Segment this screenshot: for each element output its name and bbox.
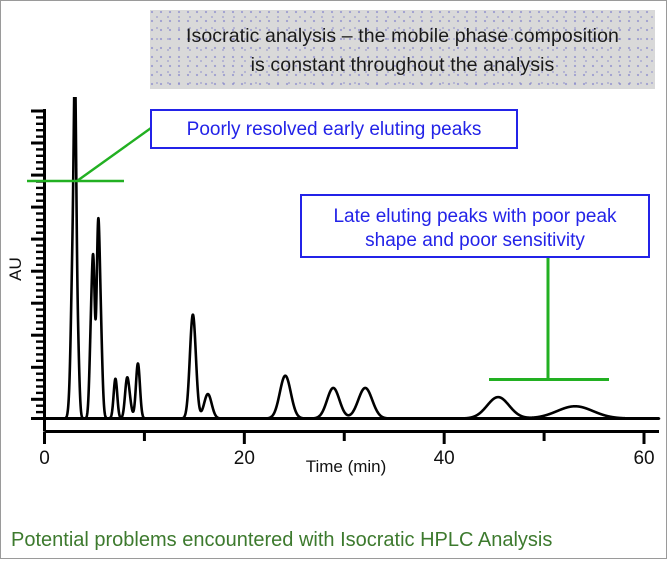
x-tick-label: 20 [234,448,255,469]
x-tick-label: 60 [633,448,654,469]
annotation-early-peaks[interactable]: Poorly resolved early eluting peaks [150,109,518,149]
y-axis-label: AU [6,257,25,281]
annotation-late-peaks[interactable]: Late eluting peaks with poor peak shape … [300,194,650,258]
x-axis-ticks [43,431,646,444]
chromatogram-svg: AU 0 20 40 60 Time (min) [6,97,661,476]
annotation-late-line1: Late eluting peaks with poor peak [333,206,617,227]
annotation-late-line2: shape and poor sensitivity [365,230,585,251]
chromatogram-plot: AU 0 20 40 60 Time (min) [1,97,668,501]
x-tick-label: 40 [434,448,455,469]
x-axis-tick-labels: 0 20 40 60 [39,448,654,469]
banner-title-line1: Isocratic analysis – the mobile phase co… [185,25,620,47]
banner-title: Isocratic analysis – the mobile phase co… [150,10,655,80]
x-axis-label: Time (min) [306,457,387,476]
figure-caption: Potential problems encountered with Isoc… [11,529,553,551]
pointer-late [489,258,609,381]
title-banner: Isocratic analysis – the mobile phase co… [150,10,655,89]
pointer-early-diagonal [76,127,152,182]
axes-group: AU 0 20 40 60 Time (min) [6,109,659,476]
x-tick-label: 0 [39,448,50,469]
banner-title-line2: is constant throughout the analysis [250,54,555,76]
y-axis-ticks [31,109,45,420]
annotation-early-text: Poorly resolved early eluting peaks [186,119,482,140]
pointer-early [27,127,152,183]
chromatogram-trace [43,97,661,420]
